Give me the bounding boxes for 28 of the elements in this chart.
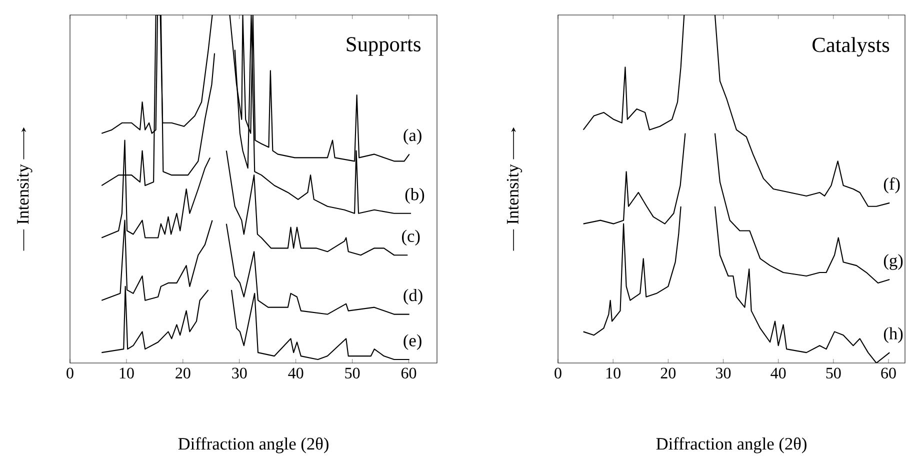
- x-tick-label: 50: [345, 368, 360, 379]
- series-label: (b): [405, 188, 424, 204]
- series-label: (g): [884, 254, 903, 270]
- x-tick-label: 30: [716, 368, 731, 379]
- x-axis-title: Diffraction angle (2θ): [178, 437, 328, 454]
- series-label: (e): [404, 334, 422, 350]
- x-tick-label: 0: [554, 368, 562, 379]
- x-tick-label: 0: [66, 368, 74, 379]
- x-tick-label: 50: [826, 368, 841, 379]
- annotation: Supports: [346, 37, 420, 56]
- y-axis-title: Intensity: [506, 164, 522, 224]
- x-tick-label: 60: [881, 368, 896, 379]
- series-label: (c): [402, 230, 420, 246]
- x-tick-label: 40: [770, 368, 786, 379]
- x-tick-label: 10: [606, 368, 620, 379]
- x-tick-label: 60: [401, 368, 416, 379]
- series-label: (d): [404, 288, 422, 305]
- x-tick-label: 40: [288, 368, 304, 379]
- x-tick-label: 10: [120, 368, 134, 379]
- x-tick-label: 20: [176, 368, 190, 379]
- annotation: Catalysts: [812, 37, 890, 57]
- x-tick-label: 20: [660, 368, 676, 379]
- series-label: (h): [884, 327, 903, 343]
- y-axis-title: Intensity: [17, 164, 32, 224]
- series-label: (f): [884, 177, 900, 194]
- series-label: (a): [404, 128, 422, 145]
- x-tick-label: 30: [232, 368, 247, 379]
- x-axis-title: Diffraction angle (2θ): [656, 437, 806, 454]
